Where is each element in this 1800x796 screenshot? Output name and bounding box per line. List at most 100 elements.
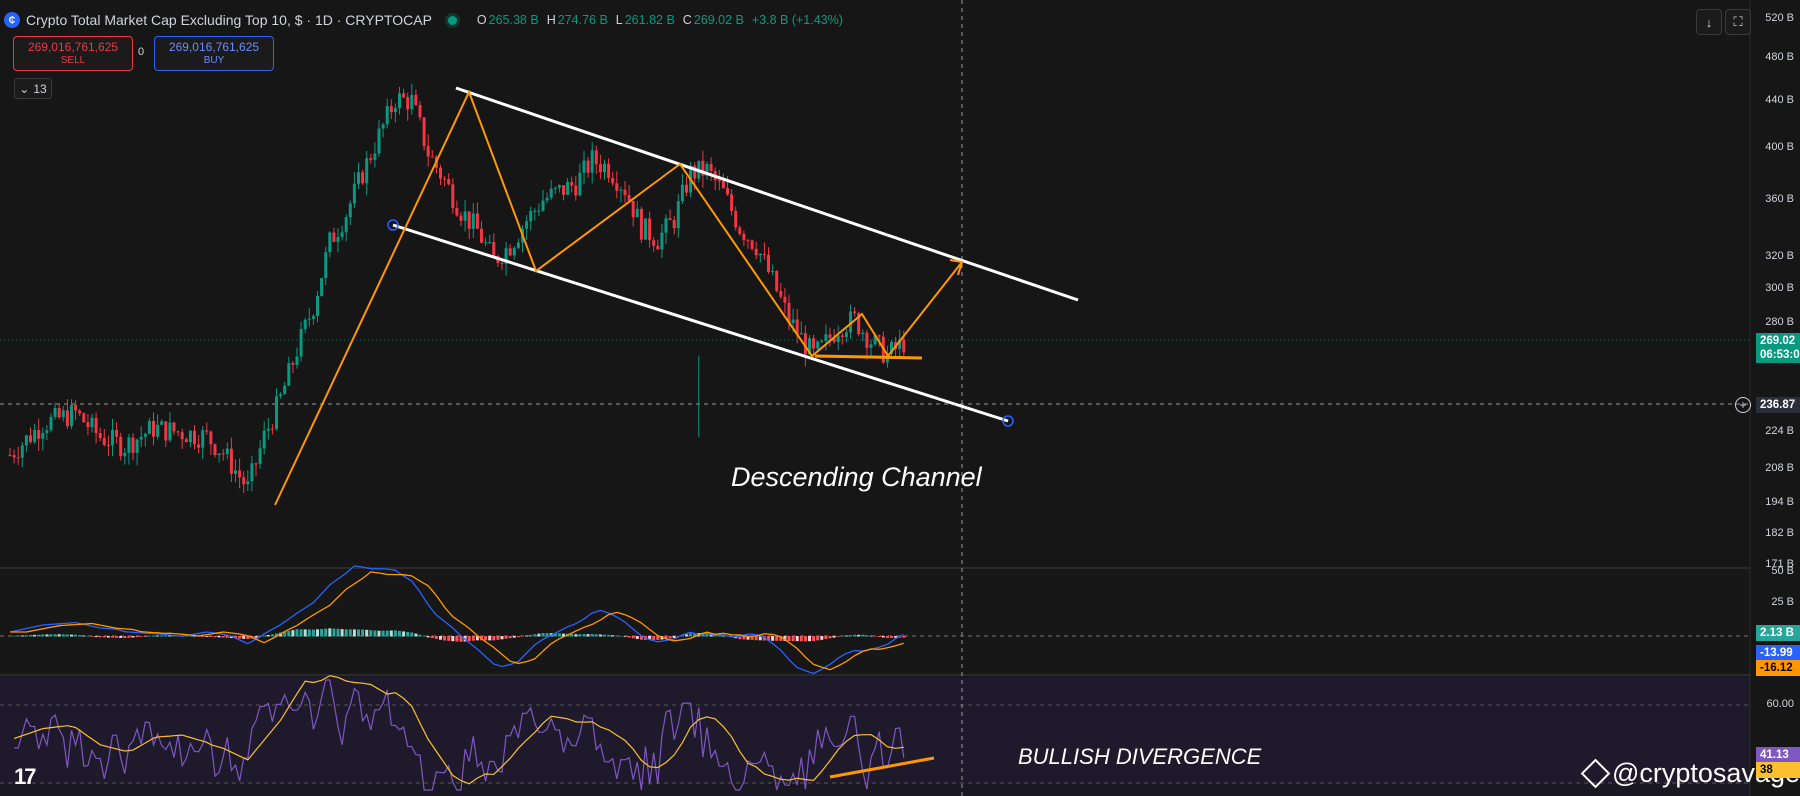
- macd-histogram-bar: [365, 629, 369, 637]
- macd-histogram-bar: [504, 636, 508, 639]
- macd-histogram-bar: [156, 635, 160, 637]
- macd-histogram-bar: [430, 636, 434, 639]
- download-icon[interactable]: ↓: [1696, 9, 1722, 35]
- candle: [361, 172, 365, 184]
- macd-histogram-bar: [455, 636, 459, 642]
- macd-histogram-bar: [193, 636, 196, 637]
- signal-line: [10, 571, 904, 671]
- macd-histogram-bar: [627, 636, 631, 638]
- candle: [660, 232, 664, 250]
- candle: [603, 163, 606, 173]
- ohlc-open: 265.38 B: [488, 13, 539, 27]
- macd-histogram-bar: [816, 636, 820, 641]
- macd-histogram-bar: [795, 636, 799, 642]
- fullscreen-icon[interactable]: ⛶: [1725, 9, 1751, 35]
- candle: [172, 422, 176, 432]
- macd-histogram-bar: [12, 635, 16, 637]
- macd-histogram-bar: [361, 629, 365, 637]
- macd-histogram-bar: [500, 636, 504, 640]
- candle: [455, 208, 459, 216]
- axis-tick-label: 400 B: [1765, 140, 1794, 153]
- candle: [701, 160, 705, 176]
- axis-tick-label: 320 B: [1765, 250, 1794, 263]
- macd-histogram-bar: [279, 632, 283, 637]
- candle: [865, 332, 869, 348]
- countdown-badge: 06:53:0: [1756, 347, 1800, 363]
- candle: [369, 158, 373, 160]
- candle: [328, 232, 332, 253]
- candle: [557, 185, 561, 188]
- macd-histogram-bar: [656, 636, 660, 640]
- macd-histogram-bar: [689, 633, 693, 637]
- macd-histogram-bar: [754, 636, 758, 641]
- candle: [106, 444, 110, 446]
- macd-histogram-bar: [762, 636, 766, 641]
- axis-tick-label: 224 B: [1765, 425, 1794, 438]
- candle: [615, 183, 619, 191]
- candle: [656, 245, 660, 250]
- candle: [377, 128, 381, 154]
- macd-histogram-bar: [406, 631, 410, 637]
- macd-histogram-bar: [320, 628, 324, 637]
- macd-histogram-bar: [857, 634, 861, 637]
- candle: [742, 233, 746, 241]
- macd-histogram-bar: [225, 636, 229, 638]
- buy-button[interactable]: 269,016,761,625 BUY: [154, 36, 274, 71]
- macd-histogram-bar: [881, 636, 885, 638]
- macd-histogram-bar: [65, 634, 69, 637]
- macd-histogram-bar: [808, 636, 811, 642]
- candle: [398, 93, 401, 109]
- macd-histogram-bar: [574, 634, 578, 637]
- macd-histogram-bar: [820, 636, 824, 640]
- symbol-title[interactable]: Crypto Total Market Cap Excluding Top 10…: [26, 12, 432, 28]
- macd-histogram-bar: [693, 633, 697, 637]
- candle: [672, 220, 676, 229]
- macd-histogram-bar: [111, 636, 114, 638]
- candle: [627, 195, 631, 202]
- macd-histogram-bar: [357, 629, 360, 637]
- macd-histogram-bar: [221, 636, 225, 638]
- macd-histogram-bar: [512, 636, 516, 638]
- candle: [135, 439, 139, 453]
- candle: [746, 240, 750, 242]
- indicators-collapse-button[interactable]: ⌄ 13: [14, 78, 52, 99]
- candle: [836, 335, 840, 342]
- macd-histogram-bar: [439, 636, 442, 640]
- macd-histogram-bar: [246, 636, 250, 640]
- macd-histogram-bar: [894, 636, 898, 638]
- candle: [152, 420, 155, 437]
- candle: [414, 94, 418, 106]
- candle: [295, 356, 299, 365]
- macd-histogram-bar: [90, 636, 94, 637]
- macd-histogram-bar: [127, 636, 131, 638]
- candle: [791, 319, 795, 323]
- market-status-icon[interactable]: [447, 15, 457, 25]
- sell-button[interactable]: 269,016,761,625 SELL: [13, 36, 133, 71]
- candle: [16, 457, 20, 459]
- macd-histogram-bar: [307, 629, 311, 637]
- candle: [750, 240, 754, 249]
- ohlc-low: 261.82 B: [624, 13, 675, 27]
- candle: [480, 228, 483, 243]
- candle: [849, 311, 852, 333]
- candle: [443, 178, 447, 180]
- macd-histogram-bar: [37, 634, 41, 637]
- axis-tick-label: 440 B: [1765, 94, 1794, 106]
- buy-label: BUY: [203, 54, 225, 66]
- candle: [402, 93, 406, 98]
- macd-histogram-bar: [885, 636, 889, 638]
- candle: [668, 218, 672, 221]
- candle: [451, 184, 455, 209]
- macd-histogram-bar: [283, 631, 287, 637]
- macd-histogram-bar: [135, 636, 139, 638]
- add-alert-plus-icon[interactable]: +: [1735, 397, 1751, 413]
- macd-histogram-bar: [840, 635, 844, 637]
- macd-histogram-bar: [467, 636, 471, 642]
- candle: [844, 332, 848, 338]
- rsi-band: [0, 678, 1750, 784]
- tradingview-logo-icon[interactable]: 17: [14, 764, 37, 789]
- candle: [291, 363, 295, 365]
- candle: [586, 160, 590, 173]
- macd-histogram-bar: [844, 635, 848, 637]
